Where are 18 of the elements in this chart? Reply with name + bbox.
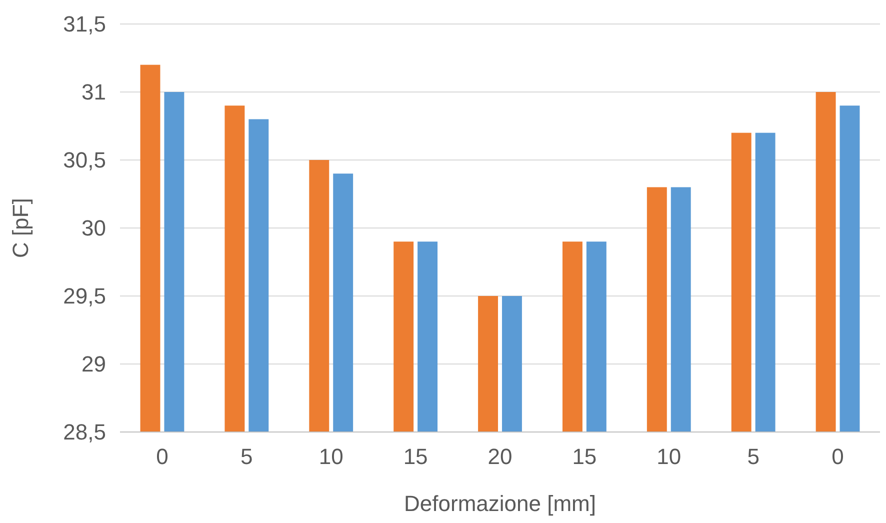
- x-tick-label: 0: [832, 444, 844, 469]
- y-tick-label: 29: [82, 352, 106, 377]
- y-tick-label: 31,5: [63, 12, 106, 37]
- y-tick-label: 31: [82, 80, 106, 105]
- y-axis-title: C [pF]: [8, 198, 33, 258]
- x-axis-title: Deformazione [mm]: [404, 491, 596, 516]
- x-tick-label: 5: [747, 444, 760, 469]
- x-tick-label: 0: [156, 444, 168, 469]
- x-tick-label: 15: [572, 444, 597, 469]
- x-tick-label: 20: [488, 444, 512, 469]
- x-tick-label: 10: [318, 444, 344, 469]
- x-tick-label: 10: [656, 444, 682, 469]
- y-tick-label: 28,5: [63, 420, 106, 445]
- y-tick-label: 29,5: [63, 284, 106, 309]
- y-tick-label: 30,5: [63, 148, 106, 173]
- x-tick-label: 5: [240, 444, 253, 469]
- y-tick-label: 30: [82, 216, 106, 241]
- x-tick-label: 15: [403, 444, 428, 469]
